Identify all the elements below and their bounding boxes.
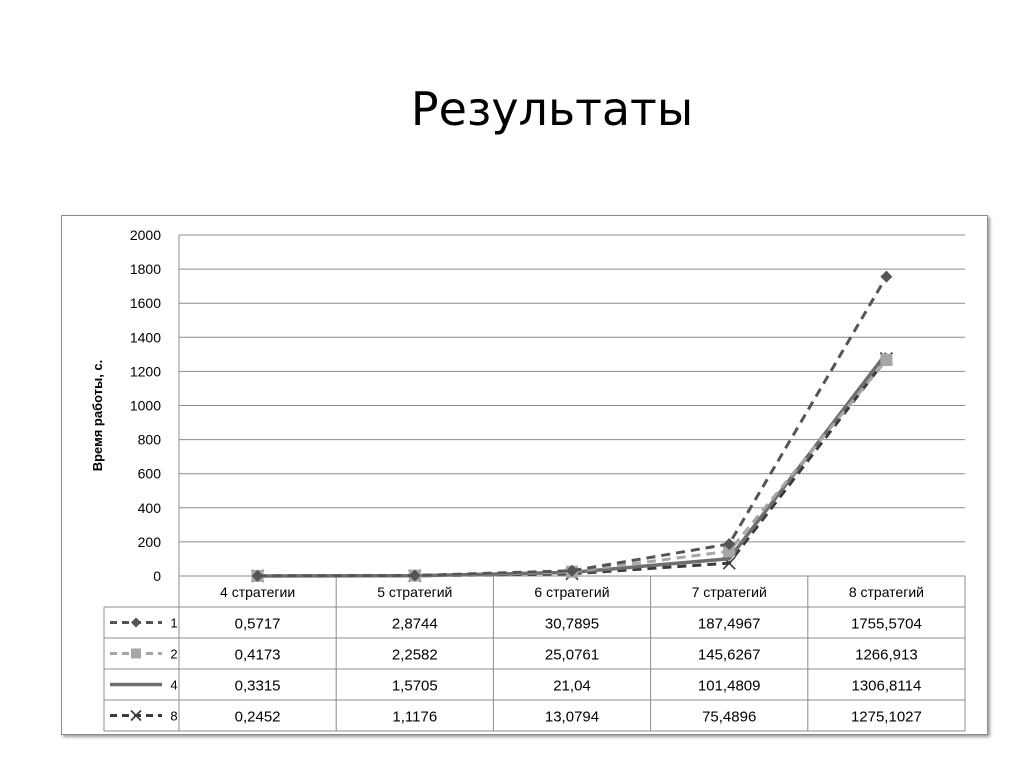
legend-series-name: 8 (170, 709, 177, 724)
data-table-cell: 75,4896 (702, 709, 756, 726)
data-table-cell: 25,0761 (545, 647, 599, 664)
y-tick-label: 800 (138, 432, 162, 448)
data-table-cell: 101,4809 (698, 678, 761, 695)
data-table-cell: 1266,913 (855, 647, 918, 664)
data-table-cell: 145,6267 (698, 647, 761, 664)
y-tick-label: 600 (138, 466, 162, 482)
data-table-cell: 1275,1027 (851, 709, 922, 726)
data-table-cell: 1,5705 (392, 678, 438, 695)
data-point (880, 353, 893, 366)
chart-frame: 0 200 400 600 800 1000 1200 1400 1600 1800 2000 Вре… (61, 215, 988, 735)
data-table-cell: 187,4967 (698, 616, 761, 633)
y-tick-label: 1800 (130, 261, 161, 277)
y-tick-label: 1200 (130, 363, 161, 379)
y-tick-label: 400 (138, 500, 162, 516)
data-table-cell: 1306,8114 (852, 678, 922, 695)
data-table-cell: 13,0794 (545, 709, 599, 726)
legend-series-name: 1 (170, 616, 177, 631)
data-point (723, 545, 736, 558)
y-tick-label: 1400 (130, 329, 161, 345)
data-point (723, 538, 736, 551)
series-line-1 (257, 275, 888, 578)
data-point (131, 648, 141, 659)
line-chart: 0 200 400 600 800 1000 1200 1400 1600 1800 2000 Вре… (90, 227, 966, 732)
y-axis-title: Время работы, с. (90, 360, 105, 472)
data-point (131, 617, 141, 628)
data-point (408, 569, 421, 582)
y-tick-label: 2000 (130, 227, 161, 243)
data-point (251, 569, 264, 582)
data-table-cell: 2,2582 (392, 647, 438, 664)
y-tick-label: 1000 (130, 398, 161, 414)
x-category-label: 6 стратегий (534, 584, 609, 600)
data-table-cell: 0,2452 (235, 709, 281, 726)
x-category-label: 7 стратегий (692, 584, 767, 600)
x-category-label: 4 стратегии (220, 584, 295, 600)
series-line-2 (257, 359, 888, 578)
data-point (880, 270, 893, 283)
series-line-8 (257, 357, 888, 578)
x-category-label: 8 стратегий (849, 584, 924, 600)
data-table-cell: 0,5717 (235, 616, 281, 633)
data-table-cell: 1,1176 (392, 709, 437, 726)
data-table-cell: 2,8744 (392, 616, 438, 633)
y-tick-label: 0 (153, 568, 161, 584)
data-table-cell: 21,04 (553, 678, 591, 695)
page-title: Результаты (410, 82, 694, 136)
x-category-label: 5 стратегий (377, 584, 452, 600)
y-tick-label: 1600 (130, 295, 161, 311)
data-table-cell: 1755,5704 (851, 616, 922, 633)
legend-series-name: 4 (170, 678, 177, 693)
data-point (566, 564, 578, 577)
data-table-cell: 30,7895 (545, 616, 599, 633)
data-table-cell: 0,4173 (235, 647, 281, 664)
data-table-cell: 0,3315 (235, 678, 281, 695)
series-line-4 (257, 352, 888, 578)
y-tick-label: 200 (138, 534, 162, 550)
data-point (130, 709, 142, 722)
legend-series-name: 2 (170, 647, 177, 662)
